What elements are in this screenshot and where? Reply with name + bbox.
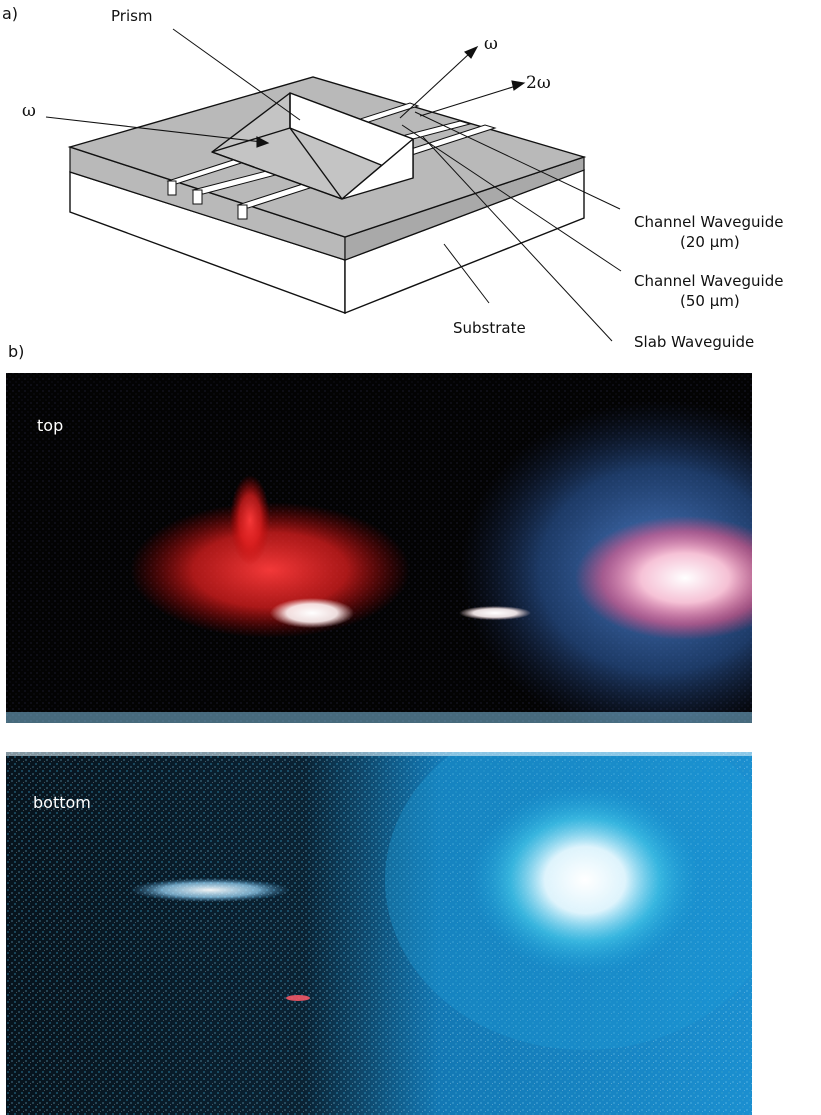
prism-edge bbox=[211, 127, 291, 153]
top-image-label: top bbox=[37, 416, 63, 435]
omega-arrowhead bbox=[464, 45, 479, 59]
channel-20-size: (20 µm) bbox=[680, 233, 740, 251]
two-omega-output-beam bbox=[419, 85, 517, 117]
prism-leader bbox=[172, 28, 301, 121]
bottom-bright-spot bbox=[470, 785, 700, 975]
panel-b-tag: b) bbox=[8, 342, 24, 361]
prism-edge-2 bbox=[289, 127, 343, 200]
channel-50-title: Channel Waveguide bbox=[634, 272, 783, 290]
leader-lines bbox=[172, 28, 622, 342]
channel-20-leader bbox=[414, 111, 621, 210]
prism bbox=[211, 92, 414, 200]
top-red-scatter bbox=[130, 502, 410, 638]
substrate-label: Substrate bbox=[453, 319, 526, 337]
channel-50-leader bbox=[401, 124, 622, 272]
bottom-streak bbox=[130, 878, 290, 902]
prism-label: Prism bbox=[111, 7, 153, 25]
prism-end-face bbox=[341, 138, 414, 200]
stripe-end-1 bbox=[167, 180, 177, 196]
bottom-image-top-edge bbox=[6, 752, 752, 756]
two-omega-arrowhead bbox=[511, 80, 526, 91]
two-omega-label: 2ω bbox=[526, 73, 551, 93]
panel-a: a) bbox=[2, 4, 783, 351]
input-beam-arrowhead bbox=[256, 136, 270, 148]
omega-output-beam bbox=[399, 52, 471, 119]
input-beam bbox=[45, 116, 263, 143]
bottom-image-label: bottom bbox=[33, 793, 91, 812]
stripe-end-3 bbox=[237, 204, 248, 220]
panel-b: b) top bottom bbox=[6, 342, 752, 1115]
slab-leader bbox=[422, 136, 613, 342]
omega-in-label: ω bbox=[22, 101, 36, 121]
bottom-red-dot bbox=[286, 995, 310, 1001]
stripe-end-2 bbox=[192, 189, 203, 205]
top-white-spot-left bbox=[270, 598, 354, 628]
top-image: top bbox=[6, 373, 752, 723]
beams bbox=[45, 45, 526, 148]
channel-20-title: Channel Waveguide bbox=[634, 213, 783, 231]
prism-edge-3 bbox=[211, 151, 343, 200]
top-red-scatter-upper bbox=[230, 475, 270, 565]
top-white-spot-center bbox=[459, 606, 531, 620]
slab-waveguide-label: Slab Waveguide bbox=[634, 333, 754, 351]
top-bright-spot-right bbox=[575, 516, 752, 640]
bottom-image: bottom bbox=[6, 752, 752, 1115]
panel-a-tag: a) bbox=[2, 4, 18, 23]
top-image-bottom-edge bbox=[6, 712, 752, 723]
omega-out-label: ω bbox=[484, 34, 498, 54]
substrate-leader bbox=[443, 243, 490, 304]
channel-50-size: (50 µm) bbox=[680, 292, 740, 310]
